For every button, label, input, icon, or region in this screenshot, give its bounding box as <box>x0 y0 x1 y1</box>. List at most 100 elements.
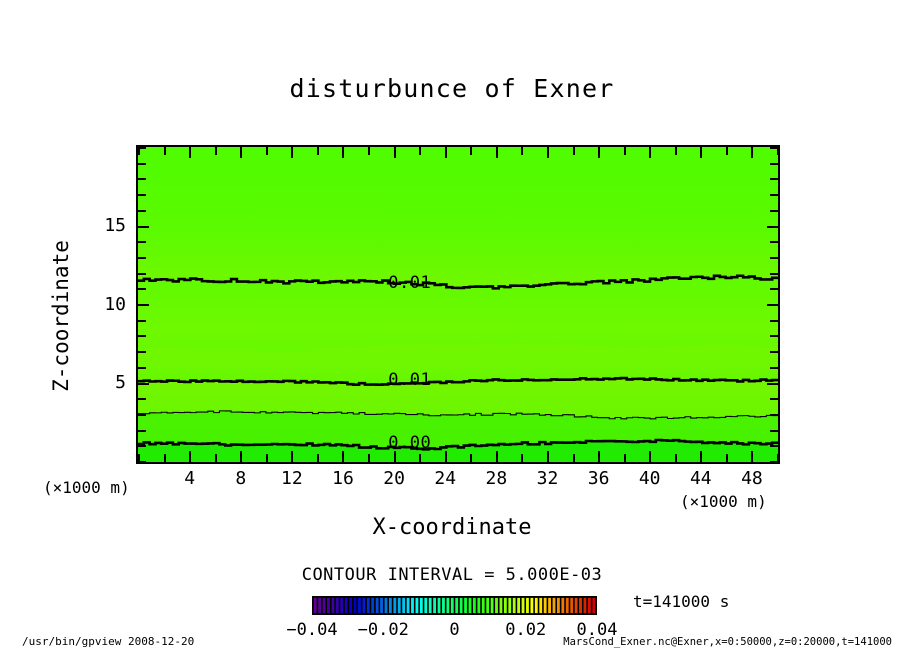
y-axis-tick <box>138 162 146 165</box>
y-axis-tick-right <box>770 413 778 416</box>
y-axis-tick-right <box>770 398 778 401</box>
x-axis-tick-top <box>444 147 447 158</box>
colorbar <box>312 596 597 615</box>
x-axis-tick-top <box>495 147 498 158</box>
y-axis-tick-right <box>767 225 778 228</box>
x-axis-tick <box>623 454 626 462</box>
x-axis-tick <box>572 454 575 462</box>
y-axis-tick-right <box>770 461 778 462</box>
x-axis-tick <box>214 454 217 462</box>
x-axis-tick-label: 4 <box>184 468 196 489</box>
y-axis-tick-right <box>770 445 778 448</box>
x-axis-tick <box>240 451 243 462</box>
x-axis-tick <box>546 451 549 462</box>
y-axis-tick-right <box>770 241 778 244</box>
x-axis-tick-top <box>700 147 703 158</box>
y-axis-tick-right <box>770 272 778 275</box>
y-axis-tick-right <box>770 366 778 369</box>
x-axis-tick-label: 12 <box>281 468 303 489</box>
contour-line-label: 0.01 <box>388 369 432 390</box>
x-axis-tick <box>163 454 166 462</box>
y-axis-tick <box>138 194 146 197</box>
y-axis-tick <box>138 351 146 354</box>
x-axis-tick-top <box>470 147 473 155</box>
y-axis-tick <box>138 225 149 228</box>
x-axis-tick-label: 40 <box>638 468 661 489</box>
y-axis-tick-right <box>770 162 778 165</box>
x-axis-unit-label: (×1000 m) <box>680 492 767 511</box>
y-axis-tick <box>138 382 149 385</box>
x-axis-tick-top <box>623 147 626 155</box>
y-axis-tick <box>138 147 146 149</box>
y-axis-tick <box>138 335 146 338</box>
y-axis-tick-label: 10 <box>104 293 126 315</box>
x-axis-tick-label: 8 <box>235 468 247 489</box>
x-axis-tick-top <box>189 147 192 158</box>
contour-interval-label: CONTOUR INTERVAL = 5.000E-03 <box>301 565 603 585</box>
y-axis-title: Z-coordinate <box>49 240 73 392</box>
x-axis-tick-top <box>598 147 601 158</box>
y-axis-tick-right <box>770 194 778 197</box>
y-axis-tick-right <box>770 429 778 432</box>
x-axis-tick-top <box>751 147 754 158</box>
colorbar-tick-label: 0.02 <box>505 620 547 640</box>
y-axis-tick-right <box>770 209 778 212</box>
y-axis-tick <box>138 288 146 291</box>
x-axis-tick <box>674 454 677 462</box>
x-axis-tick <box>265 454 268 462</box>
y-axis-tick-right <box>770 351 778 354</box>
y-axis-tick <box>138 429 146 432</box>
x-axis-tick <box>291 451 294 462</box>
y-axis-tick <box>138 461 146 462</box>
y-axis-tick-right <box>767 304 778 306</box>
x-axis-tick <box>138 454 140 462</box>
x-axis-tick <box>393 451 396 462</box>
x-axis-tick <box>444 451 447 462</box>
y-axis-tick-right <box>770 319 778 322</box>
x-axis-tick-label: 36 <box>587 468 610 489</box>
x-axis-tick <box>598 451 601 462</box>
x-axis-tick <box>700 451 703 462</box>
y-axis-tick-label: 15 <box>104 215 126 236</box>
x-axis-tick-label: 32 <box>536 468 559 489</box>
y-axis-tick <box>138 304 149 306</box>
page-title: disturbunce of Exner <box>289 74 615 103</box>
x-axis-tick-top <box>521 147 524 155</box>
y-axis-tick <box>138 319 146 322</box>
x-axis-tick <box>777 454 778 462</box>
x-axis-tick-top <box>674 147 677 155</box>
colorbar-tick-label: 0 <box>449 620 460 640</box>
x-axis-tick <box>521 454 524 462</box>
x-axis-tick-top <box>368 147 371 155</box>
y-axis-tick-right <box>770 256 778 259</box>
x-axis-tick <box>649 451 652 462</box>
y-axis-tick <box>138 445 146 448</box>
x-axis-tick <box>368 454 371 462</box>
x-axis-tick <box>189 451 192 462</box>
x-axis-tick-top <box>214 147 217 155</box>
y-axis-tick-right <box>770 178 778 181</box>
footer-dataset: MarsCond_Exner.nc@Exner,x=0:50000,z=0:20… <box>563 636 892 648</box>
x-axis-title: X-coordinate <box>372 515 532 540</box>
colorbar-tick-label: −0.02 <box>357 620 409 640</box>
x-axis-tick-label: 24 <box>434 468 457 489</box>
contour-plot-area <box>136 145 780 464</box>
y-axis-tick <box>138 413 146 416</box>
x-axis-tick-label: 48 <box>741 468 763 489</box>
y-axis-tick-right <box>770 335 778 338</box>
x-axis-tick-label: 44 <box>689 468 712 489</box>
x-axis-tick-top <box>138 147 140 155</box>
y-axis-unit-label: (×1000 m) <box>43 478 130 497</box>
colorbar-tick-label: 0.04 <box>576 620 618 640</box>
x-axis-tick-top <box>291 147 294 158</box>
x-axis-tick <box>725 454 728 462</box>
y-axis-tick <box>138 178 146 181</box>
y-axis-tick <box>138 256 146 259</box>
x-axis-tick-label: 28 <box>485 468 508 489</box>
x-axis-tick-top <box>393 147 396 158</box>
time-annotation: t=141000 s <box>633 592 730 611</box>
y-axis-tick-right <box>767 382 778 385</box>
x-axis-tick-top <box>265 147 268 155</box>
y-axis-tick-label: 5 <box>115 372 126 393</box>
footer-command: /usr/bin/gpview 2008-12-20 <box>22 635 195 648</box>
